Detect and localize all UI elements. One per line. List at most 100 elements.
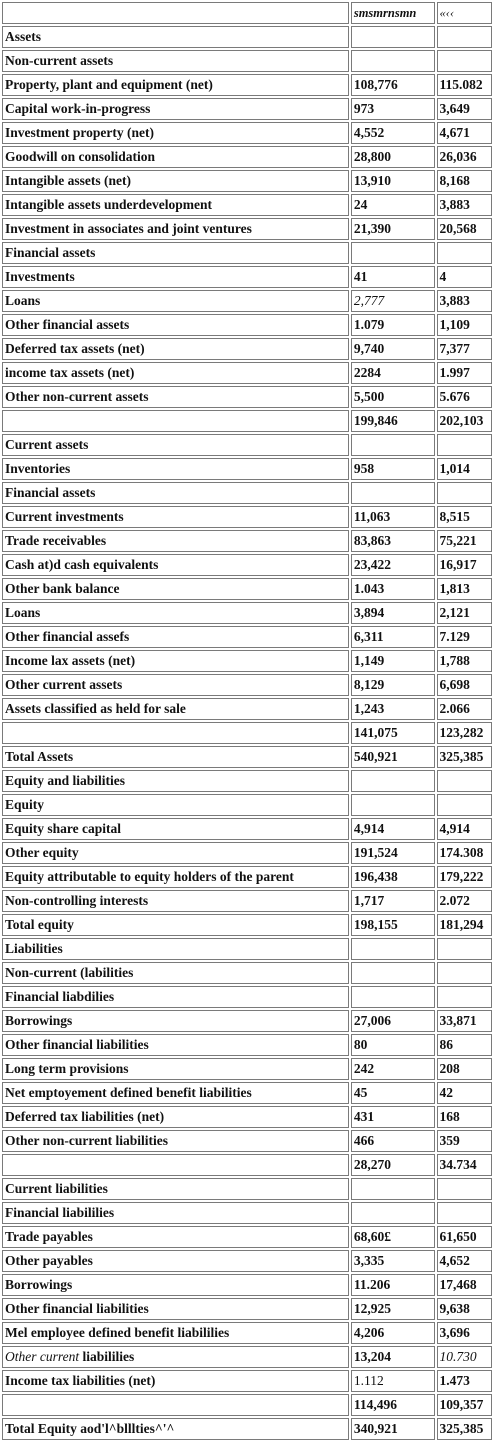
row-label: Current investments [2,506,349,528]
row-label: Trade receivables [2,530,349,552]
row-label: Other payables [2,1250,349,1272]
row-label: Other financial liabilities [2,1034,349,1056]
row-value-previous: 34.734 [436,1154,492,1176]
row-value-current: 199,846 [350,410,435,432]
row-label-italic-part: Other current [5,1349,80,1364]
table-row: Total equity 198,155 181,294 [2,914,492,936]
row-label: Assets [2,26,349,48]
row-value-previous: 109,357 [436,1394,492,1416]
row-value-current: 9,740 [350,338,435,360]
table-row: Mel employee defined benefit liabililies… [2,1322,492,1344]
row-value-previous: 174.308 [436,842,492,864]
row-value-current [350,50,435,72]
row-value-current: 45 [350,1082,435,1104]
row-label [2,722,349,744]
row-value-current [350,242,435,264]
row-value-current: 340,921 [350,1418,435,1440]
table-row: Goodwill on consolidation 28,800 26,036 [2,146,492,168]
row-value-current: 12,925 [350,1298,435,1320]
row-label: Long term provisions [2,1058,349,1080]
row-label: Other non-current assets [2,386,349,408]
table-row: Financial liabdilies [2,986,492,1008]
row-label: Net emptoyement defined benefit liabilit… [2,1082,349,1104]
row-value-previous: 61,650 [436,1226,492,1248]
row-value-current: 41 [350,266,435,288]
row-label: Total equity [2,914,349,936]
table-row: Income tax liabilities (net) 1.112 1.473 [2,1370,492,1392]
table-row: Liabilities [2,938,492,960]
table-row: Current liabilities [2,1178,492,1200]
table-row: Other bank balance 1.043 1,813 [2,578,492,600]
row-label: Financial liabdilies [2,986,349,1008]
row-value-previous: 181,294 [436,914,492,936]
table-row: 141,075 123,282 [2,722,492,744]
row-label: Total Equity aod'l^blllties^'^ [2,1418,349,1440]
header-row: smsmrnsmn «‹‹ [2,2,492,24]
table-row: Non-controlling interests 1,717 2.072 [2,890,492,912]
row-value-current: 13,204 [350,1346,435,1368]
row-value-previous: 208 [436,1058,492,1080]
row-value-previous: 1,109 [436,314,492,336]
table-row: 199,846 202,103 [2,410,492,432]
row-value-previous: 359 [436,1130,492,1152]
row-value-previous: 325,385 [436,1418,492,1440]
row-value-current: 6,311 [350,626,435,648]
row-value-current: 4,552 [350,122,435,144]
row-value-previous [436,434,492,456]
table-row: Deferred tax assets (net) 9,740 7,377 [2,338,492,360]
row-value-current [350,26,435,48]
row-value-current [350,482,435,504]
row-label: Assets classified as held for sale [2,698,349,720]
table-row: Property, plant and equipment (net) 108,7… [2,74,492,96]
row-label: Other financial assefs [2,626,349,648]
row-value-current [350,986,435,1008]
row-label: Current liabilities [2,1178,349,1200]
table-row: Financial assets [2,482,492,504]
row-value-current: 958 [350,458,435,480]
row-value-previous: 33,871 [436,1010,492,1032]
row-value-current: 540,921 [350,746,435,768]
row-value-previous: 202,103 [436,410,492,432]
row-value-previous: 4,914 [436,818,492,840]
row-value-current [350,770,435,792]
row-value-previous: 4,671 [436,122,492,144]
table-row: Other financial assets 1.079 1,109 [2,314,492,336]
row-value-previous: 4 [436,266,492,288]
table-row: Inventories 958 1,014 [2,458,492,480]
row-value-previous: 2,121 [436,602,492,624]
row-label: Other equity [2,842,349,864]
row-value-previous [436,962,492,984]
table-row: Other financial assefs 6,311 7.129 [2,626,492,648]
table-row: Intangible assets (net) 13,910 8,168 [2,170,492,192]
row-label: Other current assets [2,674,349,696]
row-value-previous: 3,696 [436,1322,492,1344]
table-row: Other payables 3,335 4,652 [2,1250,492,1272]
row-value-current: 242 [350,1058,435,1080]
row-value-previous: 6,698 [436,674,492,696]
row-label: Intangible assets underdevelopment [2,194,349,216]
row-value-current: 83,863 [350,530,435,552]
row-value-previous: 179,222 [436,866,492,888]
row-value-current: 28,270 [350,1154,435,1176]
row-value-previous [436,770,492,792]
row-value-previous: 1,014 [436,458,492,480]
row-value-previous: 7,377 [436,338,492,360]
row-value-current: 3,335 [350,1250,435,1272]
row-label: Borrowings [2,1274,349,1296]
table-row: Loans 3,894 2,121 [2,602,492,624]
row-value-previous: 3,883 [436,290,492,312]
row-label: Equity and liabilities [2,770,349,792]
row-value-current: 13,910 [350,170,435,192]
row-value-previous: 20,568 [436,218,492,240]
table-row: Non-current assets [2,50,492,72]
table-row: Borrowings 11.206 17,468 [2,1274,492,1296]
row-value-current: 3,894 [350,602,435,624]
row-label [2,410,349,432]
row-value-previous: 8,168 [436,170,492,192]
row-value-previous: 16,917 [436,554,492,576]
row-value-current: 4,206 [350,1322,435,1344]
header-col-current: smsmrnsmn [350,2,435,24]
row-label: Other current liabililies [2,1346,349,1368]
